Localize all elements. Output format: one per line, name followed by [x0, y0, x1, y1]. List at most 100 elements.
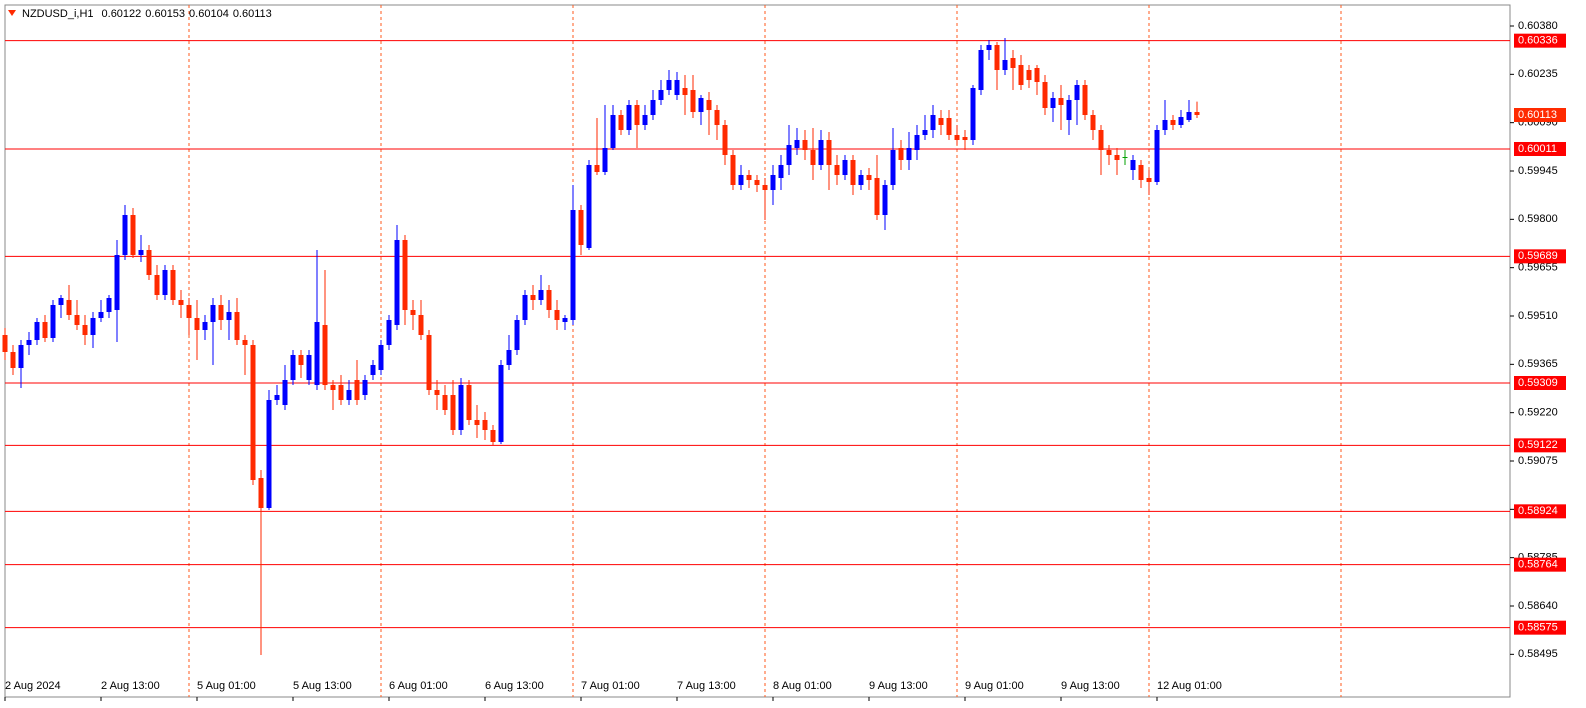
candle-body [786, 145, 792, 165]
level-label: 0.59122 [1518, 439, 1558, 451]
candle-body [1050, 98, 1056, 108]
y-tick-label: 0.59510 [1518, 310, 1558, 322]
candle-body [882, 185, 888, 215]
candle-body [34, 322, 40, 340]
candle-body [818, 140, 824, 165]
candle-body [1106, 150, 1112, 155]
candle-body [378, 345, 384, 370]
candle-body [322, 325, 328, 385]
candle-body [890, 150, 896, 185]
candle-body [514, 320, 520, 350]
candle-body [1066, 100, 1072, 120]
candle-body [754, 180, 760, 185]
level-label-box [1514, 249, 1566, 264]
candle-body [922, 130, 928, 135]
candle-body [586, 165, 592, 248]
title-symbol: NZDUSD_i,H1 [22, 8, 94, 20]
candle-body [1178, 117, 1184, 125]
candle-body [626, 105, 632, 130]
candle-body [410, 310, 416, 315]
title-value: 0.60122 [102, 8, 142, 20]
level-label-box [1514, 438, 1566, 453]
candle-body [1098, 130, 1104, 150]
candle-body [498, 365, 504, 442]
level-label: 0.59309 [1518, 377, 1558, 389]
candle-body [682, 88, 688, 95]
level-label: 0.60336 [1518, 35, 1558, 47]
candle-body [1162, 120, 1168, 130]
candle-body [1146, 178, 1152, 182]
candle-body [1010, 58, 1016, 68]
candle-body [522, 295, 528, 320]
candle-body [938, 118, 944, 125]
candle-body [274, 395, 280, 400]
level-label-box [1514, 33, 1566, 48]
candle-body [330, 385, 336, 390]
candle-body [234, 312, 240, 340]
candle-body [138, 250, 144, 255]
level-label-box [1514, 504, 1566, 519]
candle-body [210, 305, 216, 322]
candle-body [1090, 115, 1096, 130]
candle-body [290, 355, 296, 380]
candle-body [1082, 85, 1088, 115]
candle-body [666, 80, 672, 90]
x-tick-label: 2 Aug 2024 [5, 680, 61, 692]
candle-body [1170, 120, 1176, 125]
x-tick-label: 5 Aug 13:00 [293, 680, 352, 692]
y-tick-label: 0.59365 [1518, 358, 1558, 370]
candle-body [1042, 82, 1048, 108]
candle-body [162, 270, 168, 295]
x-tick-label: 7 Aug 13:00 [677, 680, 736, 692]
candle-body [458, 385, 464, 430]
candle-body [50, 305, 56, 338]
y-tick-label: 0.59800 [1518, 213, 1558, 225]
candle-body [994, 45, 1000, 70]
x-tick-label: 6 Aug 01:00 [389, 680, 448, 692]
candle-body [258, 478, 264, 508]
candle-body [914, 135, 920, 150]
candle-body [90, 318, 96, 335]
candle-body [554, 310, 560, 320]
candle-body [250, 345, 256, 480]
candle-body [1002, 60, 1008, 70]
candle-body [178, 300, 184, 305]
candle-body [954, 135, 960, 140]
candle-body [1114, 155, 1120, 160]
candle-body [114, 255, 120, 310]
candle-body [42, 322, 48, 338]
candle-body [1194, 112, 1200, 115]
candle-body [490, 430, 496, 442]
candle-body [418, 315, 424, 335]
y-tick-label: 0.59220 [1518, 407, 1558, 419]
candle-body [354, 380, 360, 400]
candle-body [242, 340, 248, 345]
current-price-box [1514, 108, 1566, 122]
candle-body [730, 155, 736, 185]
candle-body [466, 385, 472, 420]
candle-body [642, 115, 648, 125]
candle-body [226, 312, 232, 320]
level-label-box [1514, 620, 1566, 635]
candle-body [314, 322, 320, 385]
candle-body [1058, 98, 1064, 105]
candle-body [298, 355, 304, 365]
candle-body [506, 350, 512, 365]
candle-body [218, 305, 224, 320]
candle-body [722, 125, 728, 155]
y-tick-label: 0.59655 [1518, 262, 1558, 274]
y-tick-label: 0.58640 [1518, 600, 1558, 612]
candle-body [714, 110, 720, 125]
candle-body [546, 290, 552, 310]
candle-body [98, 312, 104, 318]
candle-body [986, 45, 992, 50]
candle-body [674, 80, 680, 95]
candle-body [962, 137, 968, 140]
candle-body [1018, 65, 1024, 85]
y-tick-label: 0.60090 [1518, 117, 1558, 129]
candle-body [474, 420, 480, 425]
candle-body [874, 178, 880, 215]
candle-body [906, 148, 912, 160]
candle-body [370, 365, 376, 375]
